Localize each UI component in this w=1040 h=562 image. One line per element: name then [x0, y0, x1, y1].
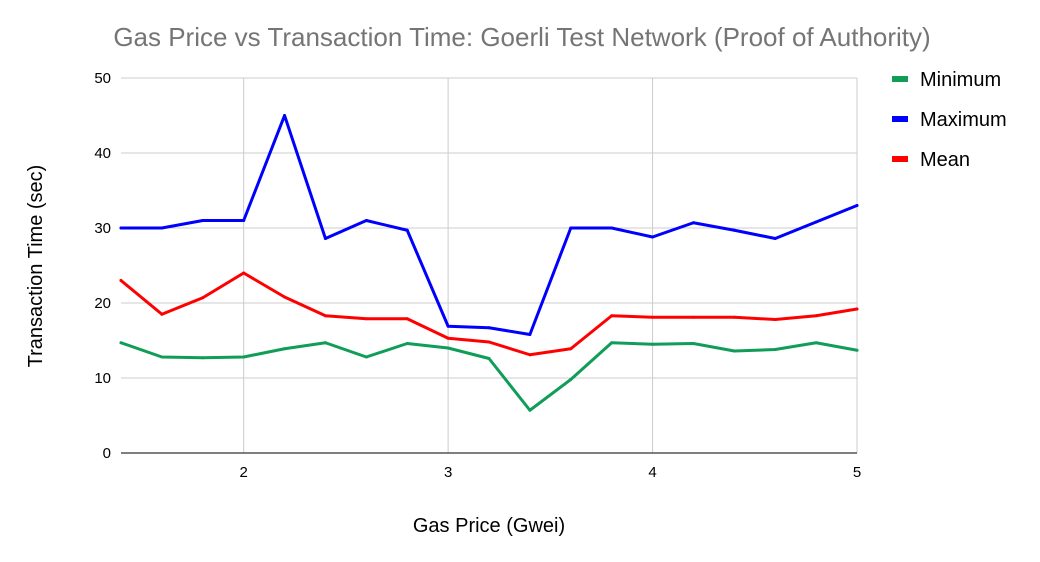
data-point-mean: [242, 271, 246, 275]
data-point-minimum: [119, 341, 123, 345]
data-point-maximum: [242, 219, 246, 222]
series-line-minimum: [119, 341, 859, 412]
data-point-minimum: [610, 341, 614, 345]
data-point-maximum: [405, 228, 409, 232]
x-tick-label: 5: [853, 464, 861, 481]
data-point-mean: [773, 318, 777, 321]
data-point-maximum: [283, 114, 287, 117]
data-point-maximum: [528, 333, 532, 336]
data-point-maximum: [855, 204, 859, 207]
data-point-mean: [651, 315, 655, 319]
data-point-mean: [528, 353, 532, 357]
data-point-maximum: [651, 235, 655, 239]
series-lines: [119, 114, 859, 412]
data-point-mean: [323, 314, 327, 318]
data-point-mean: [405, 317, 409, 321]
y-tick-label: 0: [103, 445, 111, 462]
data-point-mean: [569, 347, 573, 351]
y-axis-label: Transaction Time (sec): [25, 165, 47, 368]
data-point-maximum: [487, 326, 491, 330]
data-point-maximum: [773, 237, 777, 240]
legend-swatch-mean: [892, 156, 908, 162]
data-point-minimum: [855, 348, 859, 352]
data-point-minimum: [405, 342, 409, 345]
data-point-mean: [446, 336, 450, 340]
tick-labels: 0 10 20 30 40 50 2 3 4 5: [94, 70, 861, 481]
data-point-minimum: [569, 378, 573, 381]
data-point-maximum: [691, 221, 695, 225]
data-point-maximum: [364, 219, 368, 222]
y-tick-label: 30: [94, 220, 111, 237]
data-point-minimum: [364, 355, 368, 359]
data-point-minimum: [160, 355, 164, 359]
data-point-maximum: [569, 226, 573, 230]
x-tick-label: 3: [444, 464, 452, 481]
legend: Minimum Maximum Mean: [892, 69, 1007, 171]
data-point-mean: [160, 312, 164, 316]
legend-swatch-maximum: [892, 116, 908, 122]
data-point-minimum: [773, 348, 777, 351]
chart-title: Gas Price vs Transaction Time: Goerli Te…: [113, 22, 930, 52]
data-point-mean: [487, 340, 491, 344]
series-line-maximum: [119, 114, 859, 336]
legend-label-mean: Mean: [920, 149, 970, 171]
data-point-maximum: [323, 237, 327, 240]
data-point-maximum: [119, 226, 123, 230]
data-point-maximum: [610, 226, 614, 230]
data-point-maximum: [160, 226, 164, 230]
y-tick-label: 20: [94, 295, 111, 312]
data-point-minimum: [446, 346, 450, 350]
data-point-maximum: [446, 324, 450, 328]
data-point-minimum: [732, 349, 736, 353]
data-point-mean: [364, 317, 368, 321]
y-tick-label: 50: [94, 70, 111, 87]
data-point-mean: [814, 314, 818, 318]
data-point-minimum: [242, 355, 246, 359]
x-axis-label: Gas Price (Gwei): [413, 515, 565, 537]
legend-swatch-minimum: [892, 76, 908, 82]
x-tick-label: 2: [239, 464, 247, 481]
data-point-minimum: [528, 408, 532, 412]
data-point-maximum: [201, 219, 205, 222]
data-point-mean: [610, 314, 614, 318]
data-point-mean: [201, 296, 205, 300]
data-point-minimum: [651, 342, 655, 346]
data-point-minimum: [323, 341, 327, 345]
x-tick-label: 4: [648, 464, 656, 481]
legend-label-minimum: Minimum: [920, 69, 1001, 91]
data-point-mean: [283, 295, 287, 299]
data-point-minimum: [814, 341, 818, 345]
grid-lines: [121, 77, 858, 453]
data-point-mean: [691, 315, 695, 319]
y-tick-label: 40: [94, 145, 111, 162]
data-point-minimum: [201, 356, 205, 360]
data-point-mean: [855, 307, 859, 311]
data-point-minimum: [283, 347, 287, 351]
legend-label-maximum: Maximum: [920, 109, 1007, 131]
data-point-maximum: [814, 220, 818, 224]
y-tick-label: 10: [94, 370, 111, 387]
data-point-minimum: [487, 357, 491, 360]
data-point-mean: [732, 315, 736, 319]
data-point-mean: [119, 279, 123, 282]
data-point-maximum: [732, 228, 736, 232]
data-point-minimum: [691, 342, 695, 345]
